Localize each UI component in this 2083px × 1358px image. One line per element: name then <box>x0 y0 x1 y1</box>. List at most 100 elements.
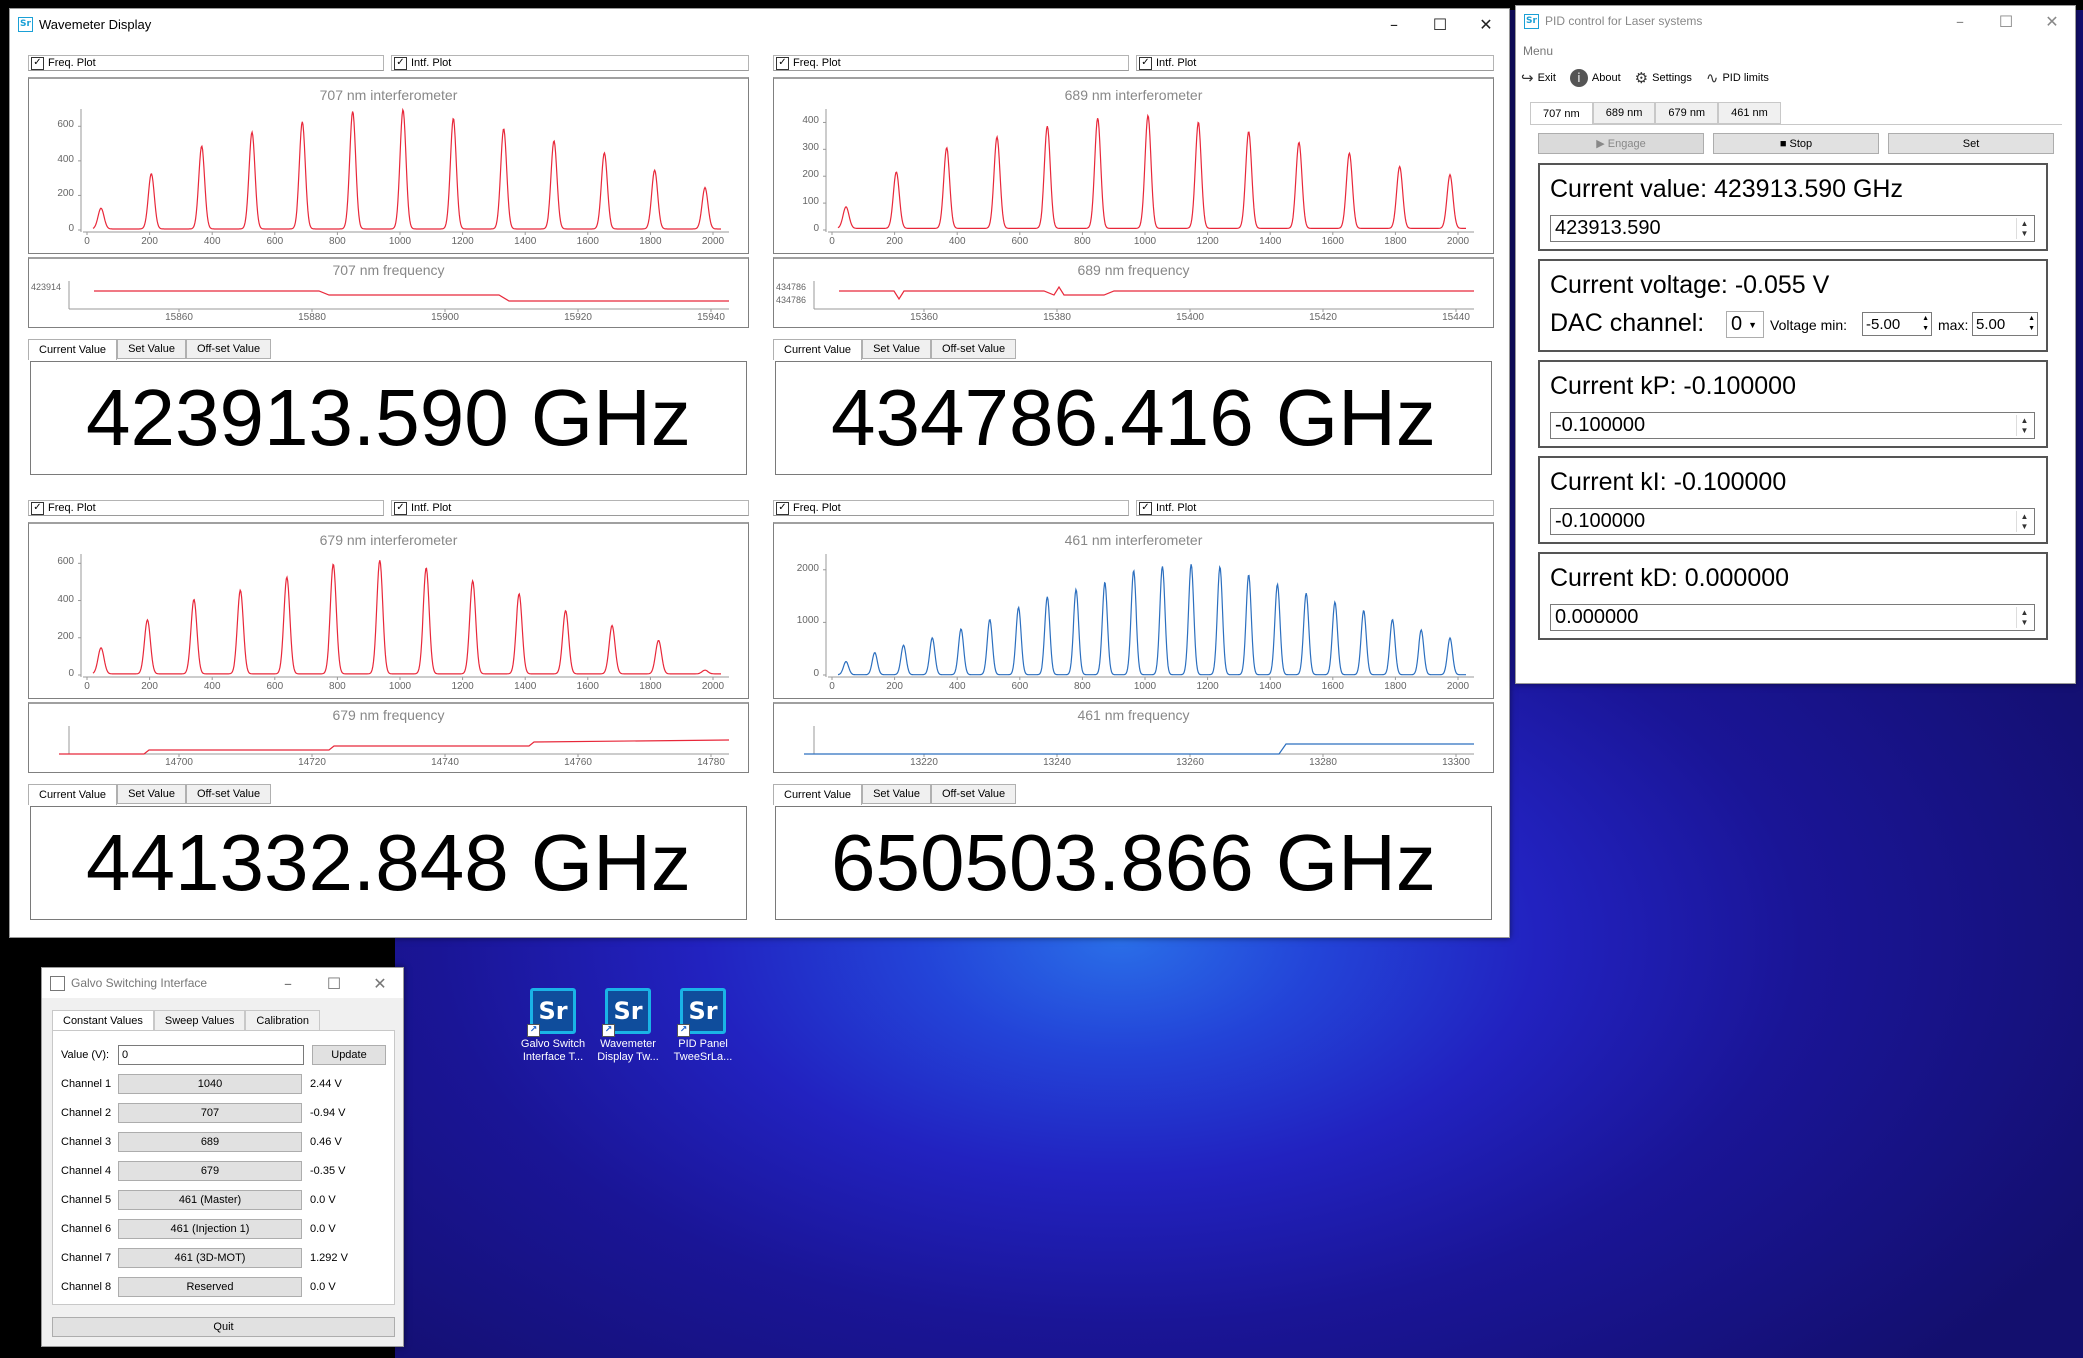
desktop-shortcut[interactable]: Sr ↗ PID Panel TweeSrLa... <box>667 988 739 1064</box>
tab-set-value[interactable]: Set Value <box>117 339 186 359</box>
close-icon[interactable]: ✕ <box>1479 14 1493 34</box>
y-tick-label: 400 <box>802 115 819 127</box>
minimize-icon[interactable]: – <box>1956 11 1964 31</box>
engage-button[interactable]: ▶ Engage <box>1538 133 1704 154</box>
freq-plot-checkbox[interactable]: ✓ Freq. Plot <box>773 500 1129 516</box>
channel-button[interactable]: 689 <box>118 1132 302 1152</box>
maximize-icon[interactable]: ☐ <box>1432 14 1448 34</box>
channel-button[interactable]: 461 (Master) <box>118 1190 302 1210</box>
x-tick-label: 1200 <box>1196 236 1219 247</box>
quit-button[interactable]: Quit <box>52 1317 395 1337</box>
minimize-icon[interactable]: – <box>1390 14 1398 34</box>
galvo-tab[interactable]: Constant Values <box>52 1010 154 1031</box>
ki-input[interactable]: -0.100000 ▲ ▼ <box>1550 508 2035 535</box>
intf-plot-checkbox[interactable]: ✓ Intf. Plot <box>391 500 749 516</box>
tab-set-value[interactable]: Set Value <box>862 784 931 804</box>
y-tick-label: 600 <box>57 556 74 568</box>
value-tabs: Current Value Set Value Off-set Value <box>28 784 272 805</box>
channel-button[interactable]: 707 <box>118 1103 302 1123</box>
spin-arrows-icon[interactable]: ▲ ▼ <box>2016 415 2032 436</box>
tab-current-value[interactable]: Current Value <box>28 339 118 360</box>
maximize-icon[interactable]: ☐ <box>326 973 342 993</box>
x-tick-label: 1800 <box>639 236 662 247</box>
frequency-trace <box>804 743 1474 755</box>
tab-set-value[interactable]: Set Value <box>862 339 931 359</box>
voltage-max-input[interactable]: 5.00 ▲ ▼ <box>1972 312 2038 336</box>
dac-channel-select[interactable]: 0 ▼ <box>1726 311 1764 338</box>
pid-tab[interactable]: 461 nm <box>1718 102 1781 124</box>
x-tick-label: 2000 <box>1446 236 1470 247</box>
frequency-value-display: 441332.848 GHz <box>30 806 747 920</box>
channel-button[interactable]: 461 (Injection 1) <box>118 1219 302 1239</box>
checkmark-icon: ✓ <box>31 501 44 515</box>
galvo-tab[interactable]: Sweep Values <box>153 1010 246 1031</box>
tab-set-value[interactable]: Set Value <box>117 784 186 804</box>
tab-offset-value[interactable]: Off-set Value <box>185 784 272 804</box>
channel-button[interactable]: Reserved <box>118 1277 302 1297</box>
spin-arrows-icon[interactable]: ▲ ▼ <box>2028 315 2035 332</box>
wavemeter-titlebar: Sr Wavemeter Display – ☐ ✕ <box>10 9 1509 39</box>
tab-current-value[interactable]: Current Value <box>28 784 118 805</box>
y-tick-label: 400 <box>57 593 74 605</box>
close-icon[interactable]: ✕ <box>373 973 387 993</box>
channel-button[interactable]: 461 (3D-MOT) <box>118 1248 302 1268</box>
spin-arrows-icon[interactable]: ▲ ▼ <box>2016 607 2032 628</box>
set-button[interactable]: Set <box>1888 133 2054 154</box>
channel-name: 679 <box>200 1165 220 1177</box>
intf-plot-checkbox[interactable]: ✓ Intf. Plot <box>391 55 749 71</box>
pid-limits-button[interactable]: ∿ PID limits <box>1706 69 1769 87</box>
maximize-icon[interactable]: ☐ <box>1998 11 2014 31</box>
x-tick-label: 1600 <box>1321 681 1344 692</box>
channel-button[interactable]: 679 <box>118 1161 302 1181</box>
spin-arrows-icon[interactable]: ▲ ▼ <box>2016 511 2032 532</box>
x-tick-label: 600 <box>1011 236 1029 247</box>
intf-plot-checkbox[interactable]: ✓ Intf. Plot <box>1136 500 1494 516</box>
x-tick-label: 1000 <box>388 236 412 247</box>
update-button[interactable]: Update <box>312 1045 386 1065</box>
kp-input[interactable]: -0.100000 ▲ ▼ <box>1550 412 2035 439</box>
stop-button[interactable]: ■ Stop <box>1713 133 1879 154</box>
pid-tab[interactable]: 707 nm <box>1530 102 1593 124</box>
freq-plot-label: Freq. Plot <box>48 502 96 514</box>
voltage-min-input[interactable]: -5.00 ▲ ▼ <box>1862 312 1932 336</box>
freq-plot-checkbox[interactable]: ✓ Freq. Plot <box>773 55 1129 71</box>
tab-current-value[interactable]: Current Value <box>773 339 863 360</box>
spin-arrows-icon[interactable]: ▲ ▼ <box>1922 315 1929 332</box>
menu-bar[interactable]: Menu <box>1523 44 1554 58</box>
y-tick-label: 0 <box>68 668 74 679</box>
window-title: Wavemeter Display <box>39 16 152 32</box>
channel-row: Channel 8 Reserved 0.0 V <box>61 1277 336 1297</box>
pid-tab[interactable]: 679 nm <box>1655 102 1719 124</box>
channel-name: 461 (Master) <box>178 1194 242 1206</box>
desktop-shortcut[interactable]: Sr ↗ Galvo Switch Interface T... <box>517 988 589 1064</box>
tab-current-value[interactable]: Current Value <box>773 784 863 805</box>
current-value-input[interactable]: 423913.590 ▲ ▼ <box>1550 215 2035 242</box>
exit-icon: ↪ <box>1521 69 1534 87</box>
pid-tab[interactable]: 689 nm <box>1592 102 1656 124</box>
frequency-plot: 679 nm frequency 14700 14720 14740 14760 1478… <box>28 702 749 773</box>
interferometer-svg <box>823 554 1474 680</box>
galvo-tab[interactable]: Calibration <box>245 1010 321 1031</box>
minimize-icon[interactable]: – <box>284 973 292 993</box>
x-tick-label: 0 <box>84 236 90 247</box>
freq-plot-checkbox[interactable]: ✓ Freq. Plot <box>28 500 384 516</box>
tab-offset-value[interactable]: Off-set Value <box>185 339 272 359</box>
settings-button[interactable]: ⚙ Settings <box>1635 69 1692 87</box>
about-button[interactable]: i About <box>1569 69 1621 87</box>
kd-input[interactable]: 0.000000 ▲ ▼ <box>1550 604 2035 631</box>
spin-arrows-icon[interactable]: ▲ ▼ <box>2016 218 2032 239</box>
channel-button[interactable]: 1040 <box>118 1074 302 1094</box>
x-tick-label: 2000 <box>701 681 725 692</box>
tab-offset-value[interactable]: Off-set Value <box>930 339 1017 359</box>
close-icon[interactable]: ✕ <box>2045 11 2059 31</box>
y-tick-label: 0 <box>813 668 819 679</box>
desktop-shortcut[interactable]: Sr ↗ Wavemeter Display Tw... <box>592 988 664 1064</box>
intf-plot-checkbox[interactable]: ✓ Intf. Plot <box>1136 55 1494 71</box>
exit-button[interactable]: ↪ Exit <box>1521 69 1556 87</box>
stop-label: Stop <box>1789 137 1813 150</box>
value-input[interactable]: 0 <box>118 1045 304 1065</box>
freq-plot-checkbox[interactable]: ✓ Freq. Plot <box>28 55 384 71</box>
tab-offset-value[interactable]: Off-set Value <box>930 784 1017 804</box>
channel-voltage: 1.292 V <box>310 1252 348 1264</box>
